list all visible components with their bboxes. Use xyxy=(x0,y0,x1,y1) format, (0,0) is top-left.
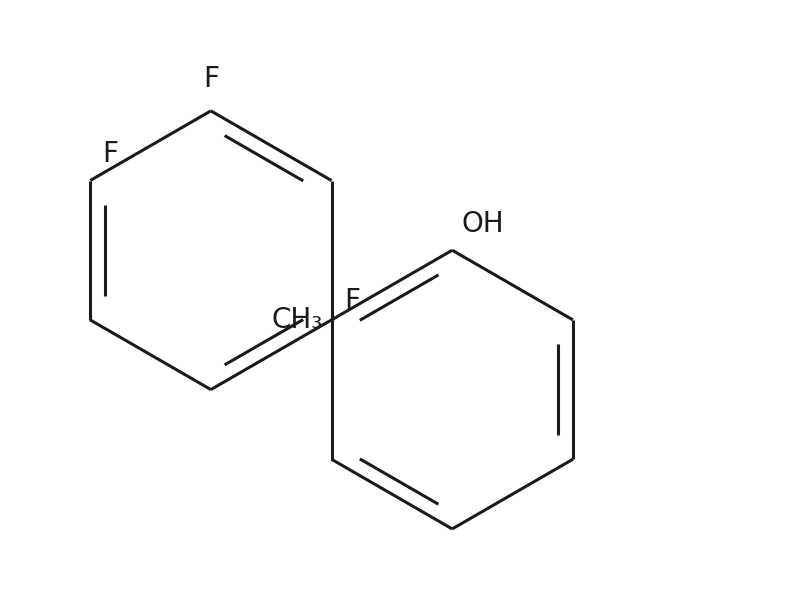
Text: CH₃: CH₃ xyxy=(271,306,322,334)
Text: F: F xyxy=(203,65,219,93)
Text: OH: OH xyxy=(461,209,504,238)
Text: F: F xyxy=(344,287,360,314)
Text: F: F xyxy=(102,140,119,168)
